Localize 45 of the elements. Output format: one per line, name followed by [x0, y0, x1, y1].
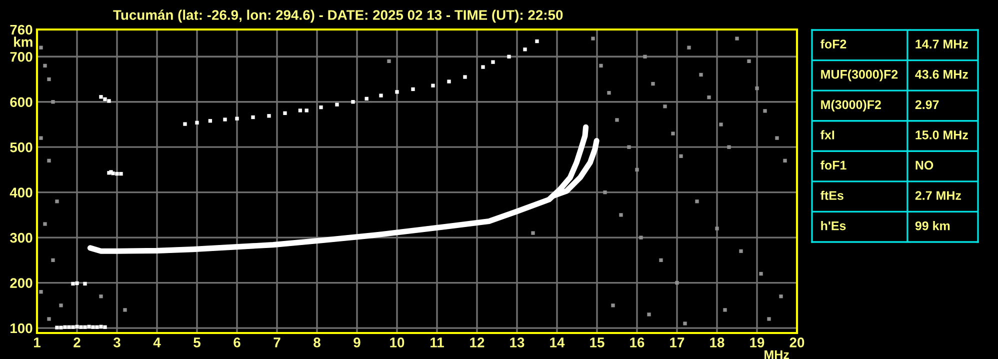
x-axis-title: MHz	[764, 350, 789, 359]
text: foF2	[820, 39, 846, 48]
text: NO	[916, 160, 934, 170]
x-tick-label: 19	[750, 338, 764, 348]
text: 14.7 MHz	[916, 40, 968, 48]
y-tick-label: 300	[10, 232, 32, 243]
x-tick-label: 8	[314, 338, 320, 348]
text: h'Es	[821, 221, 846, 230]
x-tick-label: 18	[710, 338, 724, 348]
x-tick-label: 11	[430, 338, 444, 348]
x-tick-label: 4	[153, 338, 161, 348]
y-tick-label: 760	[10, 24, 32, 35]
chart-title: Tucumán (lat: -26.9, lon: 294.6) - DATE: 2025 02 13 - TIME (UT): 22:50	[113, 10, 563, 23]
x-tick-label: 5	[194, 338, 200, 348]
x-tick-label: 15	[590, 338, 604, 348]
text: 43.6 MHz	[915, 70, 968, 79]
text: 15.0 MHz	[916, 130, 968, 140]
text: M(3000)F2	[821, 100, 881, 112]
x-tick-label: 2	[74, 338, 80, 348]
x-tick-label: 9	[354, 338, 360, 348]
x-tick-label: 7	[274, 338, 280, 348]
x-tick-label: 17	[670, 338, 684, 348]
x-tick-label: 13	[510, 338, 524, 348]
x-tick-label: 12	[470, 338, 484, 348]
text: 2.97	[915, 100, 939, 110]
text: ftEs	[820, 190, 844, 200]
x-tick-label: 14	[550, 338, 565, 348]
text: MUF(3000)F2	[821, 70, 898, 82]
text: 99 km	[915, 221, 950, 230]
x-tick-label: 10	[390, 338, 404, 348]
y-tick-label: 700	[10, 52, 32, 62]
x-tick-label: 1	[34, 338, 40, 348]
x-tick-label: 20	[790, 338, 804, 348]
y-tick-label: 500	[10, 142, 32, 152]
y-tick-label: 100	[10, 323, 32, 334]
y-tick-label: 600	[10, 97, 32, 108]
y-tick-label: 400	[10, 188, 32, 198]
y-tick-label: 200	[10, 278, 32, 288]
text: 2.7 MHz	[915, 191, 962, 200]
text: foF1	[820, 160, 846, 170]
x-tick-label: 3	[113, 338, 120, 348]
y-axis-title: km	[14, 36, 32, 47]
x-tick-label: 6	[234, 338, 240, 348]
x-tick-label: 16	[630, 338, 644, 348]
text: fxI	[820, 130, 834, 140]
